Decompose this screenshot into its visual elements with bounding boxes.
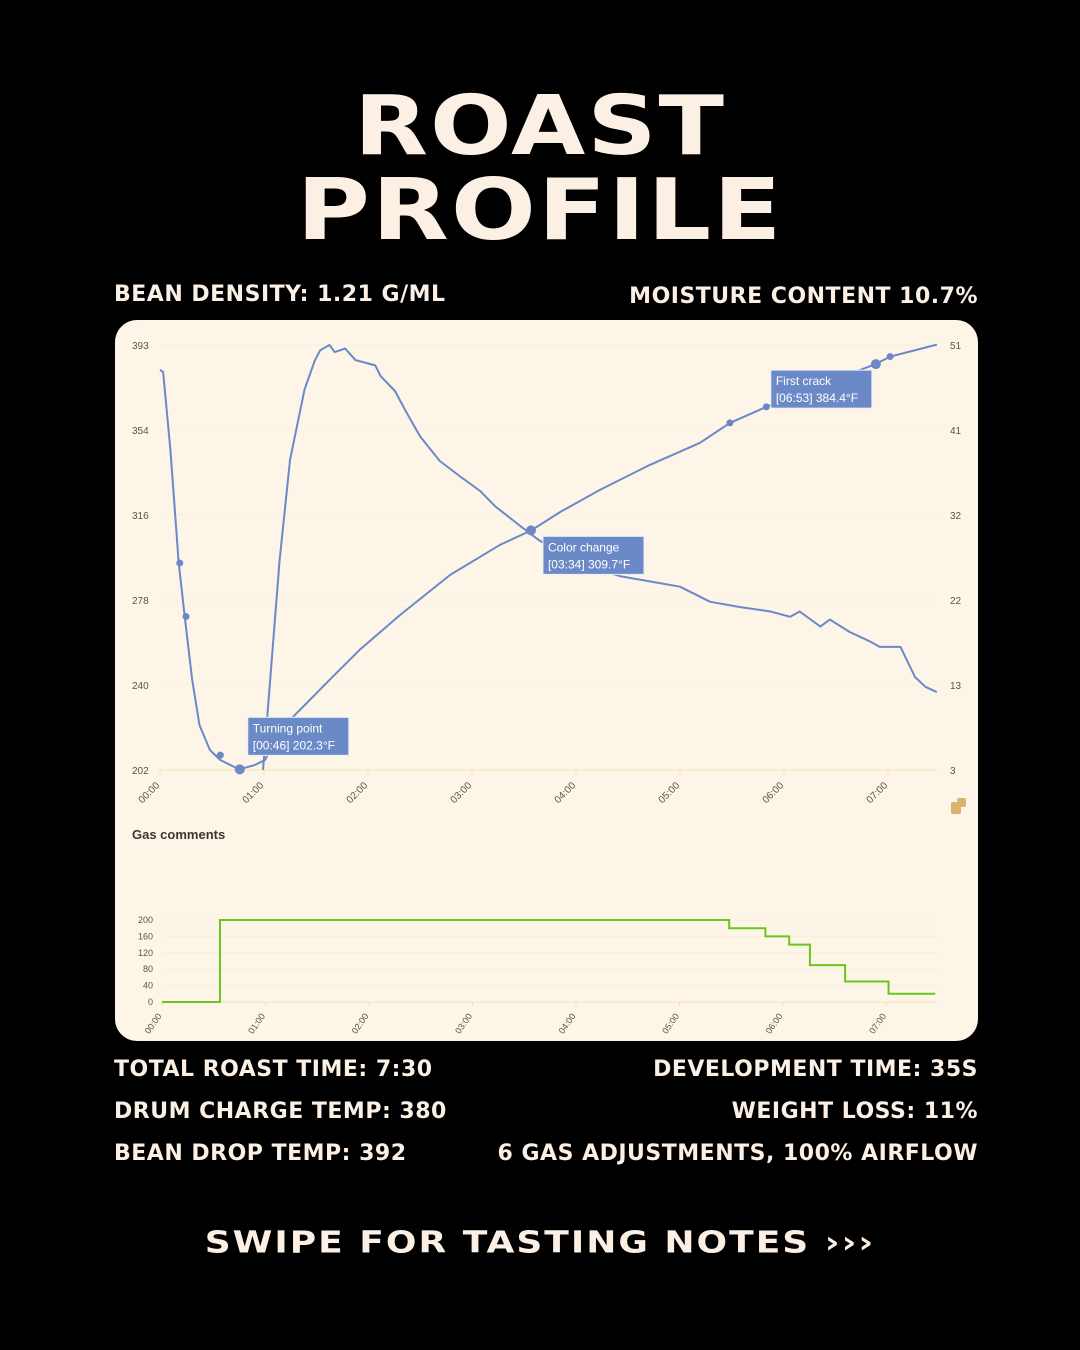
roast-chart: 393 51 354 41 316 32 278 22 240 13 202 3 00:00 01:00 0…	[132, 341, 966, 1036]
y-left-tick-label: 393	[132, 341, 149, 352]
gas-x-tick-label: 03:00	[453, 1011, 474, 1035]
y-right-tick-label: 41	[950, 426, 962, 437]
gas-x-tick-label: 07:00	[867, 1011, 888, 1035]
event-marker	[216, 751, 224, 759]
y-right-tick-label: 13	[950, 681, 962, 692]
gas-x-tick-label: 00:00	[143, 1011, 164, 1035]
x-tick-label: 05:00	[657, 780, 683, 806]
bean-density: BEAN DENSITY: 1.21 G/ML	[114, 282, 446, 307]
event-marker	[176, 559, 184, 567]
event-marker	[886, 353, 894, 361]
total-roast-time: TOTAL ROAST TIME: 7:30	[114, 1057, 433, 1082]
event-marker	[182, 612, 190, 620]
annotation-marker	[870, 359, 881, 370]
gas-adjustments: 6 GAS ADJUSTMENTS, 100% AIRFLOW	[497, 1141, 978, 1166]
gas-x-tick-label: 01:00	[246, 1011, 267, 1035]
annotation-value: [03:34] 309.7°F	[548, 557, 630, 571]
annotation-label: First crack	[776, 374, 832, 388]
y-right-tick-label: 3	[950, 766, 956, 777]
x-tick-label: 03:00	[449, 780, 475, 806]
swipe-prompt[interactable]: SWIPE FOR TASTING NOTES ›››	[204, 1225, 876, 1260]
y-left-tick-label: 240	[132, 681, 149, 692]
annotation-label: Turning point	[253, 721, 323, 735]
y-left-tick-label: 354	[132, 426, 149, 437]
gas-chart-title: Gas comments	[132, 827, 225, 842]
x-tick-label: 02:00	[345, 780, 371, 806]
export-icon	[951, 798, 966, 814]
y-left-tick-label: 202	[132, 766, 149, 777]
annotation-value: [00:46] 202.3°F	[253, 738, 335, 752]
gas-x-tick-label: 05:00	[660, 1011, 681, 1035]
annotation-box	[542, 535, 645, 575]
gas-y-tick-label: 80	[143, 964, 153, 974]
event-marker	[762, 403, 770, 411]
moisture-content: MOISTURE CONTENT 10.7%	[629, 284, 978, 309]
gas-y-tick-label: 200	[138, 915, 153, 925]
export-icon-part	[957, 798, 966, 807]
y-right-tick-label: 51	[950, 341, 962, 352]
gas-x-tick-label: 04:00	[557, 1011, 578, 1035]
x-tick-label: 00:00	[137, 780, 163, 806]
annotation-box	[247, 716, 350, 756]
event-marker	[726, 419, 734, 427]
rate-of-rise-line	[262, 344, 938, 771]
annotation-value: [06:53] 384.4°F	[776, 391, 858, 405]
y-right-tick-label: 22	[950, 596, 962, 607]
title-line-1: ROAST	[354, 78, 726, 174]
gas-level-line	[162, 919, 936, 1003]
drum-charge-temp: DRUM CHARGE TEMP: 380	[114, 1099, 447, 1124]
bean-drop-temp: BEAN DROP TEMP: 392	[114, 1141, 407, 1166]
development-time: DEVELOPMENT TIME: 35S	[653, 1057, 978, 1082]
bean-temp-line	[159, 343, 938, 771]
annotation-box	[770, 369, 873, 409]
roast-chart-card: 393 51 354 41 316 32 278 22 240 13 202 3 00:00 01:00 0…	[115, 320, 978, 1041]
annotation-label: Color change	[548, 540, 620, 554]
y-right-tick-label: 32	[950, 511, 962, 522]
gas-y-tick-label: 40	[143, 981, 153, 991]
x-tick-label: 04:00	[553, 780, 579, 806]
weight-loss: WEIGHT LOSS: 11%	[731, 1099, 978, 1124]
annotation-marker	[234, 764, 245, 775]
y-left-tick-label: 278	[132, 596, 149, 607]
x-tick-label: 06:00	[761, 780, 787, 806]
gas-x-tick-label: 02:00	[350, 1011, 371, 1035]
title-line-2: PROFILE	[296, 159, 784, 260]
gas-y-tick-label: 120	[138, 948, 153, 958]
x-tick-label: 07:00	[865, 780, 891, 806]
gas-x-tick-label: 06:00	[764, 1011, 785, 1035]
gas-y-tick-label: 160	[138, 931, 153, 941]
y-left-tick-label: 316	[132, 511, 149, 522]
annotation-marker	[525, 525, 536, 536]
x-tick-label: 01:00	[241, 780, 267, 806]
gas-y-tick-label: 0	[148, 997, 153, 1007]
